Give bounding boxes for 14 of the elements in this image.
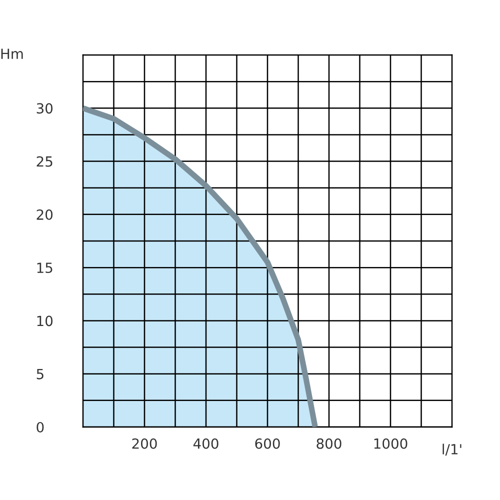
x-tick-label: 400 [193, 438, 218, 449]
y-tick-label: 5 [36, 369, 44, 380]
x-tick-label: 800 [316, 438, 342, 449]
y-tick-label: 0 [36, 422, 44, 432]
x-tick-label: 200 [132, 438, 157, 449]
y-tick-label: 20 [36, 209, 53, 220]
x-tick-label: 1000 [374, 438, 408, 449]
x-tick-label: 600 [255, 438, 280, 449]
y-tick-label: 30 [36, 103, 53, 114]
x-axis-title: l/1' [442, 444, 462, 456]
y-tick-label: 25 [36, 156, 52, 167]
y-axis-title: Hm [1, 48, 23, 59]
y-tick-label: 10 [37, 316, 53, 326]
y-tick-label: 15 [37, 262, 52, 274]
